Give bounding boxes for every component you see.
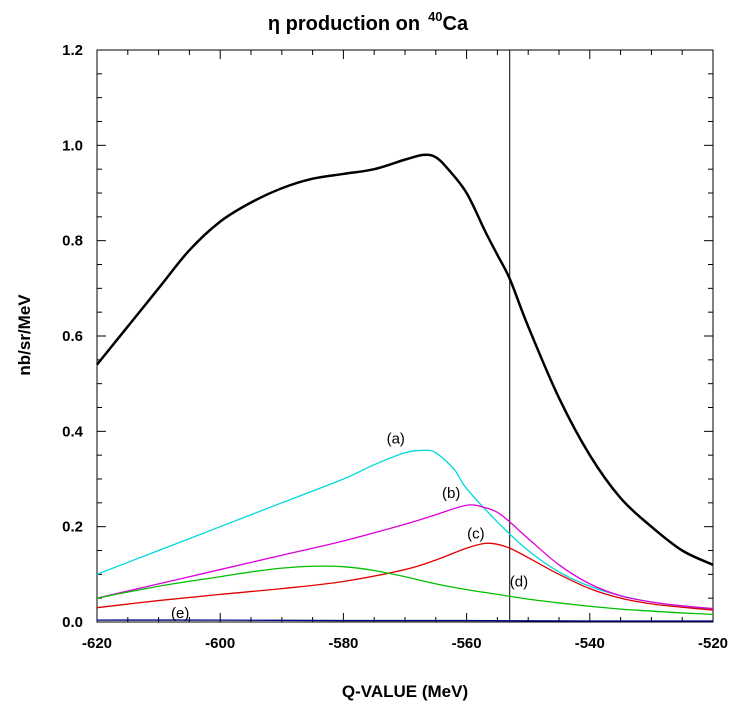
x-tick-label: -580 [328, 635, 358, 652]
curve-label: (e) [171, 605, 189, 622]
series-line-d [96, 565, 714, 616]
x-axis-label: Q-VALUE (MeV) [342, 682, 468, 701]
y-tick-label: 1.0 [62, 137, 83, 154]
x-tick-label: -520 [698, 635, 728, 652]
series-line-total [96, 153, 714, 566]
curve-label: (c) [467, 526, 485, 543]
plot-area: -620 -600 -580 -560 -540 -520 0.0 0.2 0.4 0.6 0.8 1… [62, 42, 728, 652]
x-tick-label: -560 [452, 635, 482, 652]
curve-label: (b) [442, 485, 460, 502]
series-line-b [96, 504, 714, 610]
curve-label: (d) [510, 573, 528, 590]
x-tick-label: -540 [575, 635, 605, 652]
x-tick-label: -600 [205, 635, 235, 652]
y-tick-label: 1.2 [62, 42, 83, 59]
y-tick-label: 0.8 [62, 233, 83, 250]
series-line-a [96, 449, 714, 611]
plot-frame [96, 49, 714, 623]
curve-label: (a) [387, 430, 405, 447]
y-axis-label: nb/sr/MeV [15, 294, 34, 376]
series-line-c [96, 542, 714, 611]
y-tick-label: 0.2 [62, 519, 83, 536]
y-tick-label: 0.0 [62, 614, 83, 631]
y-tick-label: 0.6 [62, 328, 83, 345]
y-tick-label: 0.4 [62, 423, 84, 440]
series-line-e [96, 619, 714, 622]
x-tick-label: -620 [82, 635, 112, 652]
chart-title: η production on 40Ca [268, 9, 469, 35]
